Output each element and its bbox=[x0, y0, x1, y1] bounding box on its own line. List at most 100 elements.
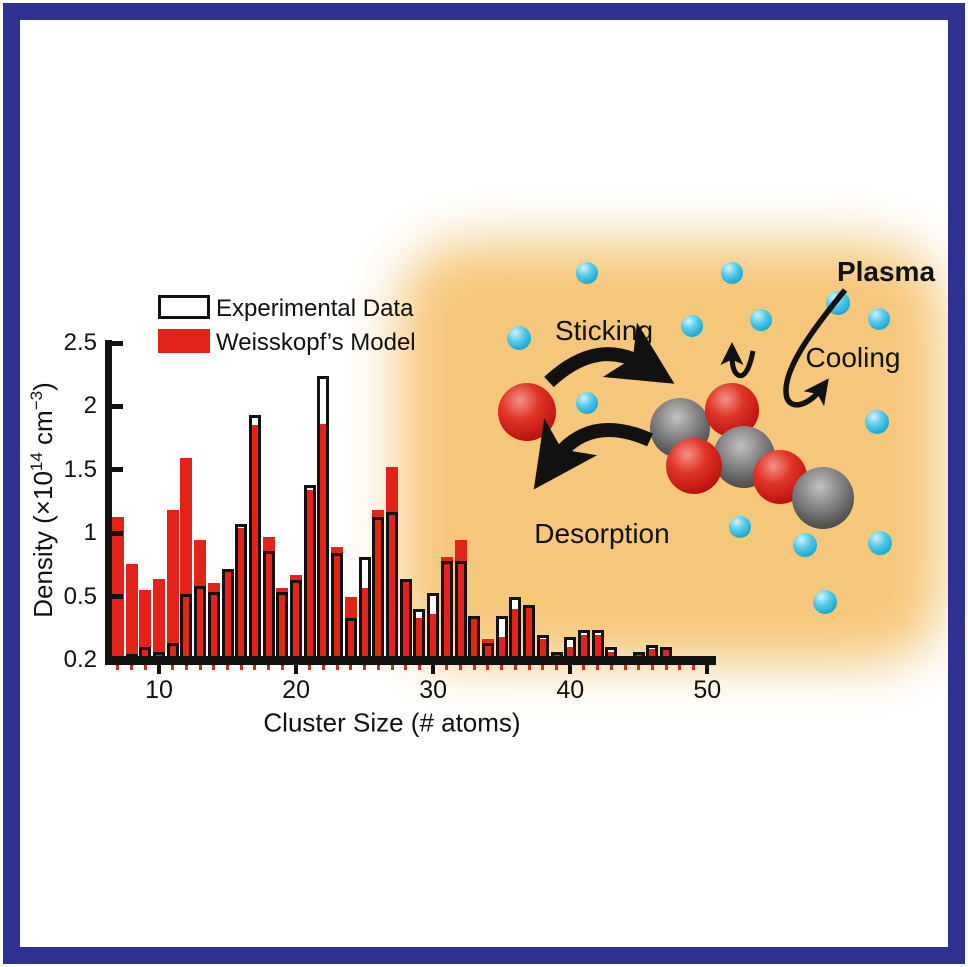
y-axis-line bbox=[105, 340, 112, 665]
y-tick-mark bbox=[112, 594, 123, 600]
ion-sphere bbox=[507, 326, 531, 350]
ion-sphere bbox=[813, 590, 837, 614]
cluster-atom-gray bbox=[792, 467, 854, 529]
bar-experimental-outline bbox=[248, 415, 261, 660]
bar-experimental-outline bbox=[427, 592, 440, 660]
x-major-tick bbox=[431, 665, 436, 674]
bar-model bbox=[166, 510, 179, 660]
x-minor-tick bbox=[541, 665, 545, 670]
x-minor-tick bbox=[184, 665, 188, 670]
x-minor-tick bbox=[116, 665, 120, 670]
bar-experimental-outline bbox=[235, 524, 248, 660]
x-tick-label: 10 bbox=[145, 676, 173, 704]
bar-experimental-outline bbox=[372, 516, 385, 660]
bar-model bbox=[550, 651, 563, 660]
legend-swatch-weisskopf bbox=[158, 329, 210, 353]
bar-experimental-outline bbox=[221, 568, 234, 660]
bar-experimental-outline bbox=[399, 578, 412, 660]
ion-sphere bbox=[868, 308, 890, 330]
y-axis-title-text: Density (×10 bbox=[27, 471, 58, 618]
y-tick-mark bbox=[112, 403, 123, 409]
x-minor-tick bbox=[500, 665, 504, 670]
y-tick-label: 1.5 bbox=[63, 455, 97, 483]
ion-sphere bbox=[826, 291, 850, 315]
bar-experimental-outline bbox=[331, 553, 344, 660]
x-axis-title: Cluster Size (# atoms) bbox=[263, 707, 521, 738]
free-atom-sphere bbox=[498, 383, 556, 441]
cluster-atom-red bbox=[666, 438, 722, 494]
bar-experimental-outline bbox=[454, 561, 467, 660]
x-minor-tick bbox=[390, 665, 394, 670]
x-minor-tick bbox=[349, 665, 353, 670]
y-axis-title-sup14: 14 bbox=[27, 452, 47, 472]
x-major-tick bbox=[568, 665, 573, 674]
bar-experimental-outline bbox=[495, 615, 508, 660]
bar-experimental-outline bbox=[290, 580, 303, 660]
y-axis-title: Density (×1014 cm−3) bbox=[27, 382, 59, 618]
x-minor-tick bbox=[308, 665, 312, 670]
bar-model bbox=[153, 578, 165, 660]
x-minor-tick bbox=[280, 665, 284, 670]
x-minor-tick bbox=[130, 665, 134, 670]
x-minor-tick bbox=[198, 665, 202, 670]
x-minor-tick bbox=[623, 665, 627, 670]
x-tick-label: 20 bbox=[282, 676, 310, 704]
bar-model bbox=[660, 649, 673, 660]
y-axis-title-close: ) bbox=[27, 382, 58, 391]
y-axis-title-sup-3: −3 bbox=[27, 390, 47, 411]
bar-experimental-outline bbox=[358, 557, 371, 660]
y-tick-label: 0.5 bbox=[63, 582, 97, 610]
x-tick-label: 40 bbox=[556, 676, 585, 704]
legend-label-experimental: Experimental Data bbox=[216, 295, 414, 322]
y-tick-mark bbox=[112, 530, 123, 536]
x-tick-label: 30 bbox=[419, 676, 448, 704]
ion-sphere bbox=[868, 531, 892, 555]
x-minor-tick bbox=[267, 665, 271, 670]
x-minor-tick bbox=[459, 665, 463, 670]
x-minor-tick bbox=[650, 665, 654, 670]
x-minor-tick bbox=[637, 665, 641, 670]
x-minor-tick bbox=[376, 665, 380, 670]
bar-experimental-outline bbox=[509, 596, 522, 660]
x-minor-tick bbox=[513, 665, 517, 670]
legend-label-weisskopf: Weisskopf’s Model bbox=[216, 329, 416, 356]
x-minor-tick bbox=[555, 665, 559, 670]
x-minor-tick bbox=[239, 665, 243, 670]
y-tick-mark bbox=[112, 340, 123, 346]
bar-experimental-outline bbox=[180, 594, 193, 660]
x-minor-tick bbox=[143, 665, 147, 670]
plasma-label: Plasma bbox=[836, 256, 936, 287]
x-minor-tick bbox=[321, 665, 325, 670]
bar-experimental-outline bbox=[413, 609, 426, 660]
bar-model bbox=[139, 590, 152, 660]
ion-sphere bbox=[865, 410, 889, 434]
bar-model bbox=[605, 651, 618, 660]
x-major-tick bbox=[705, 665, 710, 674]
bar-experimental-outline bbox=[194, 586, 207, 660]
bar-experimental-outline bbox=[303, 485, 316, 660]
ion-sphere bbox=[793, 533, 817, 557]
ion-sphere bbox=[721, 262, 743, 284]
ion-sphere bbox=[681, 315, 703, 337]
ion-sphere bbox=[750, 309, 772, 331]
x-minor-tick bbox=[226, 665, 230, 670]
x-minor-tick bbox=[609, 665, 613, 670]
x-axis-line bbox=[105, 656, 716, 665]
ion-sphere bbox=[576, 262, 598, 284]
x-minor-tick bbox=[664, 665, 668, 670]
y-tick-label: 1 bbox=[83, 519, 97, 547]
desorption-label: Desorption bbox=[534, 518, 670, 549]
y-tick-label: 2.5 bbox=[63, 329, 97, 356]
bar-model bbox=[646, 649, 659, 660]
ion-sphere bbox=[576, 392, 598, 414]
bar-experimental-outline bbox=[523, 605, 536, 660]
x-minor-tick bbox=[335, 665, 339, 670]
legend-swatch-experimental bbox=[158, 295, 210, 319]
x-minor-tick bbox=[692, 665, 696, 670]
bar-model bbox=[111, 516, 124, 660]
bar-experimental-outline bbox=[262, 550, 275, 660]
bar-experimental-outline bbox=[276, 591, 289, 660]
sticking-label: Sticking bbox=[554, 315, 654, 346]
x-minor-tick bbox=[445, 665, 449, 670]
x-minor-tick bbox=[171, 665, 175, 670]
